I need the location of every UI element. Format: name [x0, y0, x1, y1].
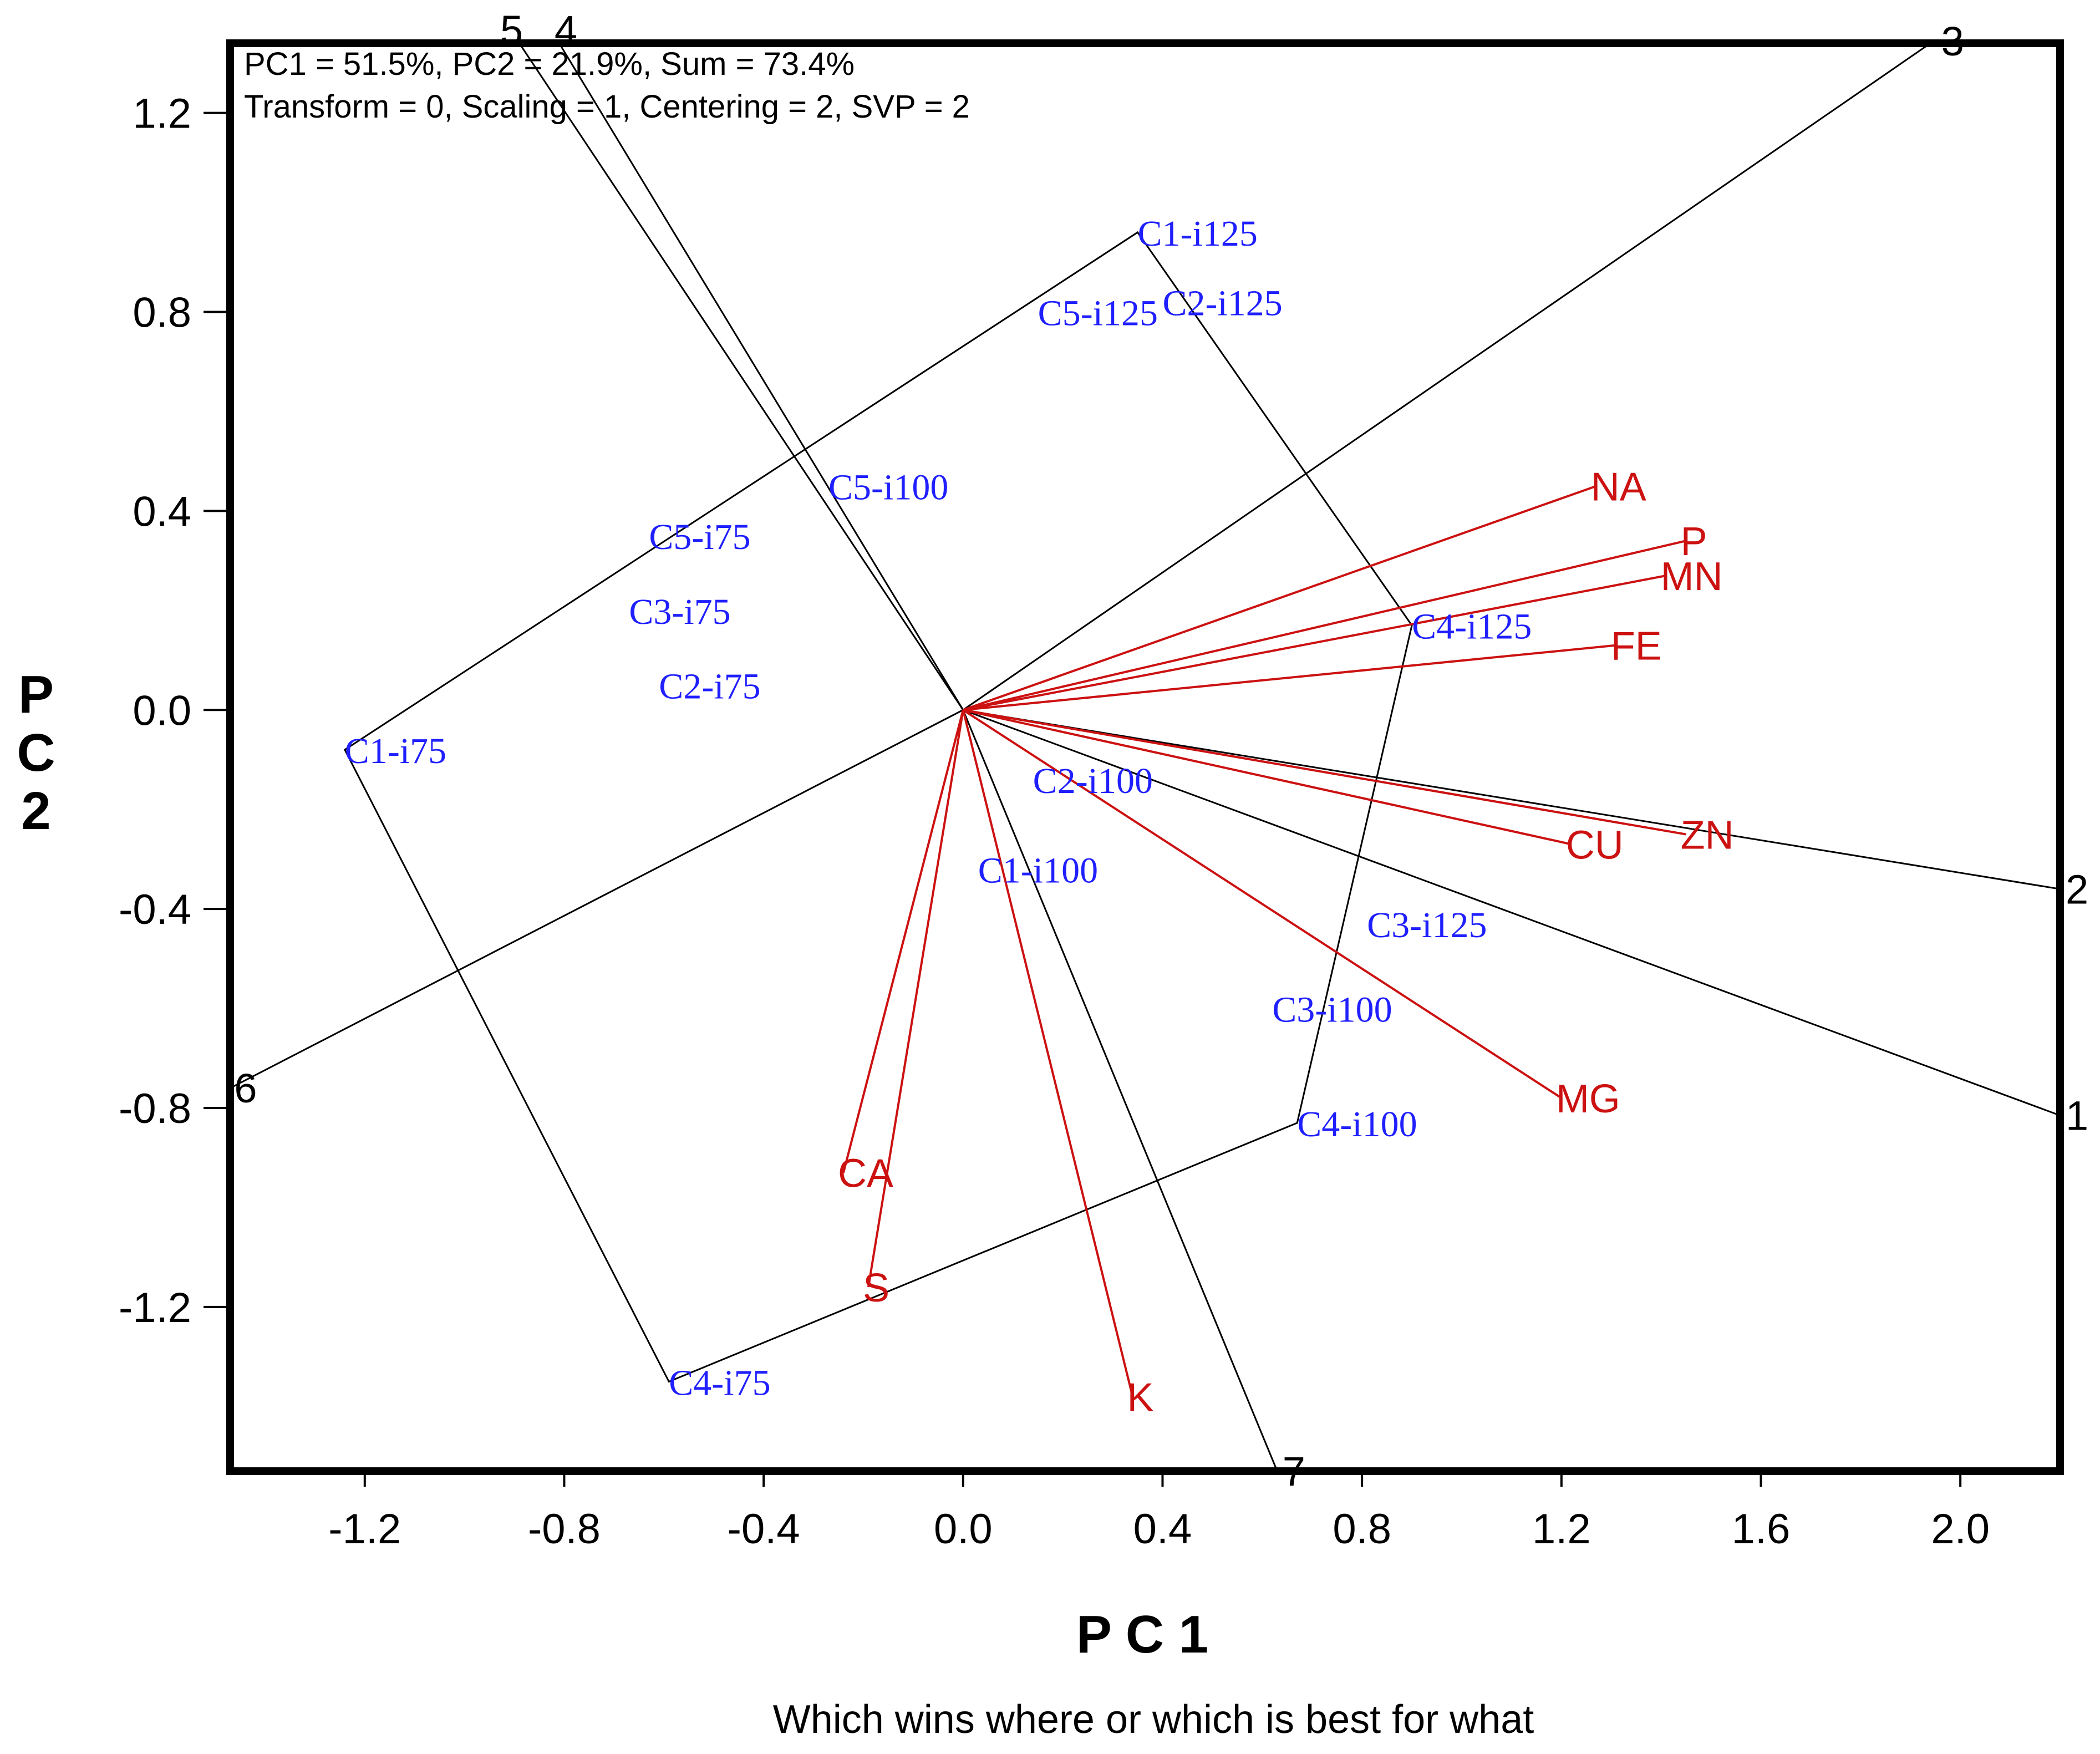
convex-hull-polygon	[343, 231, 1413, 1383]
hull-polygon	[343, 231, 1413, 1383]
x-tick-label: 0.0	[934, 1506, 993, 1553]
vector-na	[963, 485, 1597, 711]
variable-label-fe: FE	[1611, 624, 1662, 669]
vector-k	[962, 709, 1134, 1397]
vector-mn	[963, 575, 1667, 711]
y-tick-label: 0.8	[133, 289, 191, 336]
variable-label-cu: CU	[1566, 823, 1624, 868]
entry-label-c1-i125: C1-i125	[1138, 213, 1258, 254]
x-tick-label: -0.8	[528, 1506, 601, 1553]
entry-label-c5-i100: C5-i100	[828, 467, 948, 508]
y-tick-label: -0.4	[119, 886, 191, 933]
y-axis-ticks: 1.2 0.8 0.4 0.0 -0.4 -0.8 -1.2	[119, 90, 230, 1331]
x-tick-label: -1.2	[328, 1506, 401, 1553]
info-line-variance: PC1 = 51.5%, PC2 = 21.9%, Sum = 73.4%	[244, 46, 855, 82]
entry-label-c3-i75: C3-i75	[629, 592, 730, 632]
variable-label-k: K	[1127, 1375, 1154, 1420]
vector-cu	[963, 709, 1572, 846]
vector-ca	[842, 709, 964, 1173]
x-tick-label: 0.4	[1133, 1506, 1192, 1553]
sector-label-2: 2	[2066, 866, 2088, 912]
variable-label-na: NA	[1591, 465, 1646, 510]
sector-ray-3	[962, 42, 1931, 711]
x-axis-ticks: -1.2 -0.8 -0.4 0.0 0.4 0.8 1.2 1.6 2.0	[328, 1471, 1990, 1553]
entry-label-c2-i125: C2-i125	[1162, 283, 1282, 324]
sector-ray-6	[230, 709, 964, 1089]
y-tick-label: -0.8	[119, 1085, 191, 1132]
entry-label-c4-i75: C4-i75	[669, 1363, 770, 1404]
vector-fe	[963, 644, 1616, 711]
chart-subtitle: Which wins where or which is best for wh…	[773, 1697, 1534, 1742]
variable-label-mn: MN	[1661, 555, 1723, 599]
info-line-settings: Transform = 0, Scaling = 1, Centering = …	[244, 89, 970, 125]
y-tick-label: 1.2	[133, 90, 191, 138]
x-tick-label: 1.2	[1532, 1506, 1591, 1553]
sector-ray-2	[963, 709, 2061, 890]
variable-label-p: P	[1681, 520, 1707, 564]
y-tick-label: -1.2	[119, 1284, 191, 1331]
entry-label-c4-i125: C4-i125	[1412, 607, 1532, 647]
vector-p	[963, 540, 1687, 711]
entry-label-c1-i100: C1-i100	[978, 850, 1098, 891]
entry-label-c2-i100: C2-i100	[1033, 761, 1153, 801]
entry-label-c1-i75: C1-i75	[345, 731, 446, 771]
variable-label-s: S	[863, 1266, 889, 1310]
sector-label-1: 1	[2066, 1092, 2088, 1138]
x-tick-label: 1.6	[1732, 1506, 1791, 1553]
x-tick-label: 0.8	[1333, 1506, 1391, 1553]
sector-ray-5	[518, 43, 964, 711]
entry-label-c5-i75: C5-i75	[649, 517, 750, 557]
sector-ray-7	[962, 709, 1278, 1472]
entry-label-c2-i75: C2-i75	[659, 666, 760, 706]
y-tick-label: 0.4	[133, 488, 191, 535]
entry-label-c3-i125: C3-i125	[1367, 905, 1487, 945]
x-tick-label: 2.0	[1931, 1506, 1990, 1553]
sector-ray-1	[963, 709, 2061, 1116]
plot-frame	[226, 39, 2064, 1475]
vector-s	[867, 709, 964, 1288]
y-tick-label: 0.0	[133, 687, 191, 734]
entry-label-c3-i100: C3-i100	[1272, 990, 1392, 1030]
sector-ray-4	[558, 43, 964, 711]
vector-zn	[963, 709, 1686, 836]
x-axis-title: P C 1	[1076, 1605, 1208, 1664]
x-tick-label: -0.4	[728, 1506, 800, 1553]
variable-label-zn: ZN	[1681, 814, 1734, 858]
vector-mg	[962, 709, 1562, 1099]
sector-label-6: 6	[234, 1065, 257, 1111]
entry-label-c5-i125: C5-i125	[1038, 293, 1158, 333]
variable-label-mg: MG	[1556, 1077, 1620, 1121]
entry-label-c4-i100: C4-i100	[1297, 1104, 1417, 1145]
